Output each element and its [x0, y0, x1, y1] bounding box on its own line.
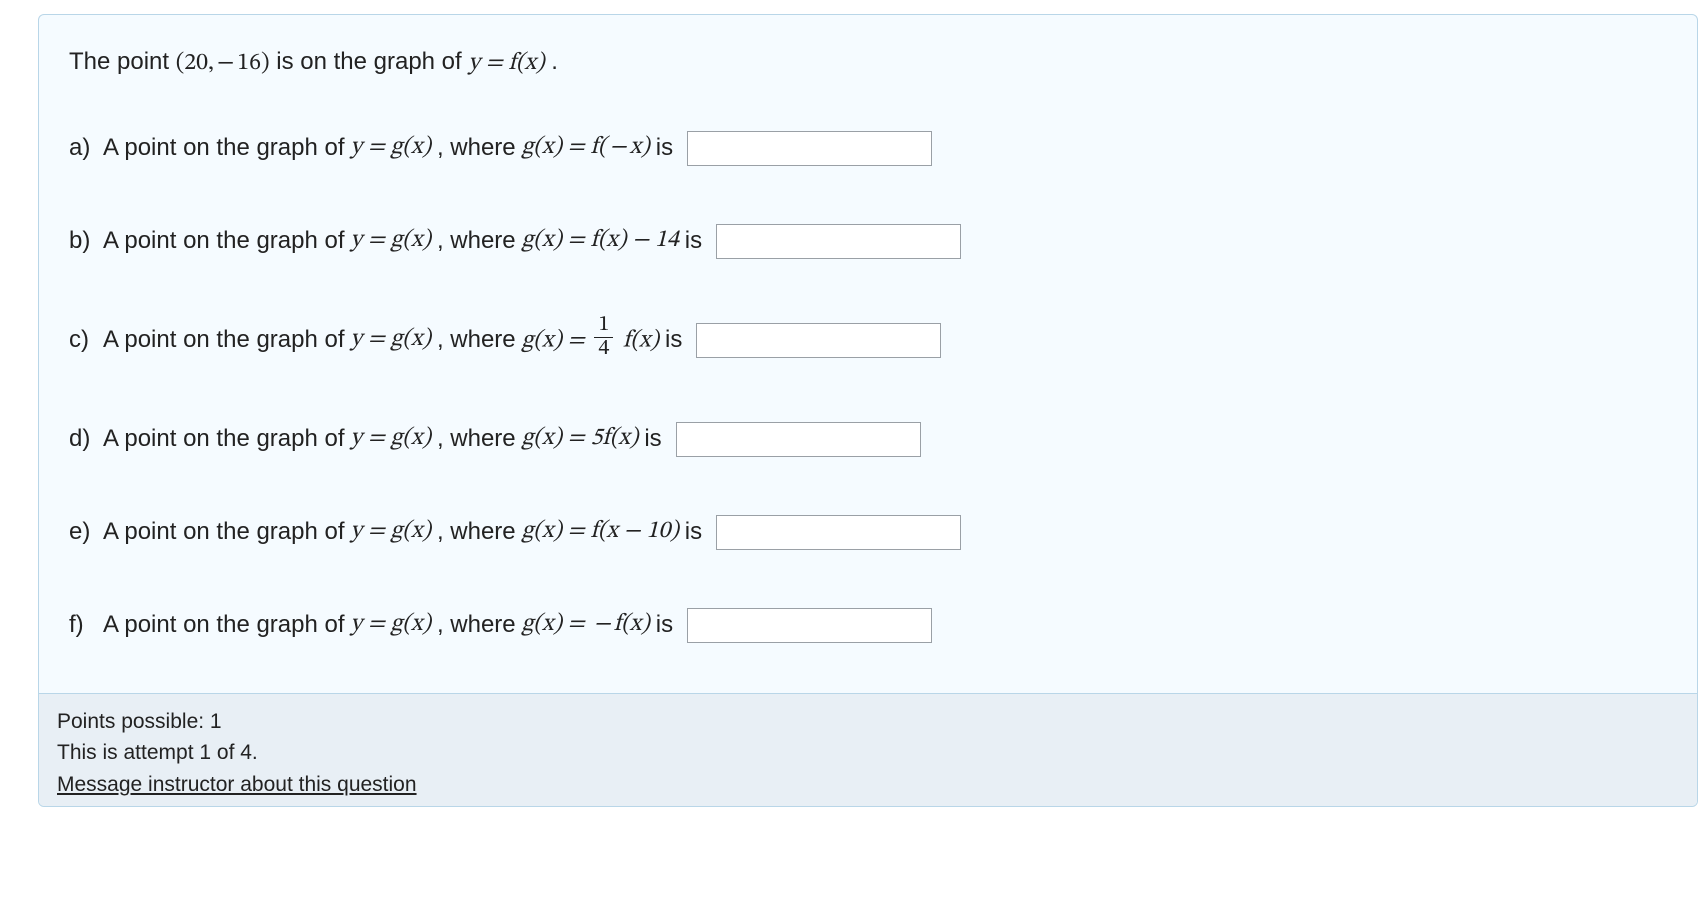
answer-input-a[interactable]	[687, 131, 932, 166]
part-rhs-math: g(x) = − f(x)	[522, 608, 650, 642]
part-where: , where	[437, 422, 516, 456]
part-rhs-math: g(x) = f( − x)	[522, 131, 650, 165]
part-lhs-math: y = g(x)	[351, 224, 431, 258]
intro-suffix: .	[551, 48, 558, 75]
part-where: , where	[437, 131, 516, 165]
rhs-pre: g(x) =	[522, 328, 591, 352]
part-where: , where	[437, 224, 516, 258]
part-b: b) A point on the graph of y = g(x) , wh…	[69, 224, 1667, 259]
part-rhs-math: g(x) = f(x − 10)	[522, 515, 679, 549]
fraction: 14	[594, 314, 613, 361]
intro-eq-math: y = f(x)	[468, 51, 544, 75]
answer-input-f[interactable]	[687, 608, 932, 643]
part-label: b)	[69, 224, 97, 258]
part-trail: is	[685, 224, 702, 258]
intro-mid: is on the graph of	[276, 48, 468, 75]
part-rhs-math: g(x) = 14 f(x)	[522, 317, 659, 364]
answer-input-c[interactable]	[696, 323, 941, 358]
question-card: The point (20, − 16) is on the graph of …	[38, 14, 1698, 807]
rhs-post: f(x)	[617, 328, 659, 352]
part-lhs-math: y = g(x)	[351, 608, 431, 642]
part-trail: is	[656, 608, 673, 642]
part-a: a) A point on the graph of y = g(x) , wh…	[69, 131, 1667, 166]
intro-prefix: The point	[69, 48, 176, 75]
part-text: A point on the graph of	[103, 515, 345, 549]
part-e: e) A point on the graph of y = g(x) , wh…	[69, 515, 1667, 550]
part-label: a)	[69, 131, 97, 165]
part-label: f)	[69, 608, 97, 642]
part-where: , where	[437, 608, 516, 642]
part-label: c)	[69, 323, 97, 357]
part-label: e)	[69, 515, 97, 549]
part-lhs-math: y = g(x)	[351, 131, 431, 165]
part-lhs-math: y = g(x)	[351, 422, 431, 456]
part-lhs-math: y = g(x)	[351, 515, 431, 549]
part-trail: is	[644, 422, 661, 456]
part-f: f) A point on the graph of y = g(x) , wh…	[69, 608, 1667, 643]
answer-input-d[interactable]	[676, 422, 921, 457]
part-where: , where	[437, 515, 516, 549]
part-text: A point on the graph of	[103, 224, 345, 258]
part-rhs-math: g(x) = 5f(x)	[522, 422, 639, 456]
part-trail: is	[685, 515, 702, 549]
part-c: c) A point on the graph of y = g(x) , wh…	[69, 317, 1667, 364]
part-text: A point on the graph of	[103, 422, 345, 456]
answer-input-e[interactable]	[716, 515, 961, 550]
part-text: A point on the graph of	[103, 323, 345, 357]
answer-input-b[interactable]	[716, 224, 961, 259]
part-rhs-math: g(x) = f(x) − 14	[522, 224, 679, 258]
part-trail: is	[656, 131, 673, 165]
points-possible: Points possible: 1	[57, 706, 1679, 738]
attempt-info: This is attempt 1 of 4.	[57, 737, 1679, 769]
part-trail: is	[665, 323, 682, 357]
fraction-denominator: 4	[594, 337, 613, 361]
part-label: d)	[69, 422, 97, 456]
part-text: A point on the graph of	[103, 608, 345, 642]
intro-point-math: (20, − 16)	[176, 51, 270, 75]
message-instructor-link[interactable]: Message instructor about this question	[57, 769, 417, 801]
part-lhs-math: y = g(x)	[351, 323, 431, 357]
fraction-numerator: 1	[594, 314, 613, 337]
question-footer: Points possible: 1 This is attempt 1 of …	[39, 693, 1697, 807]
part-where: , where	[437, 323, 516, 357]
part-text: A point on the graph of	[103, 131, 345, 165]
part-d: d) A point on the graph of y = g(x) , wh…	[69, 422, 1667, 457]
question-body: The point (20, − 16) is on the graph of …	[39, 15, 1697, 693]
question-intro: The point (20, − 16) is on the graph of …	[69, 45, 1667, 81]
